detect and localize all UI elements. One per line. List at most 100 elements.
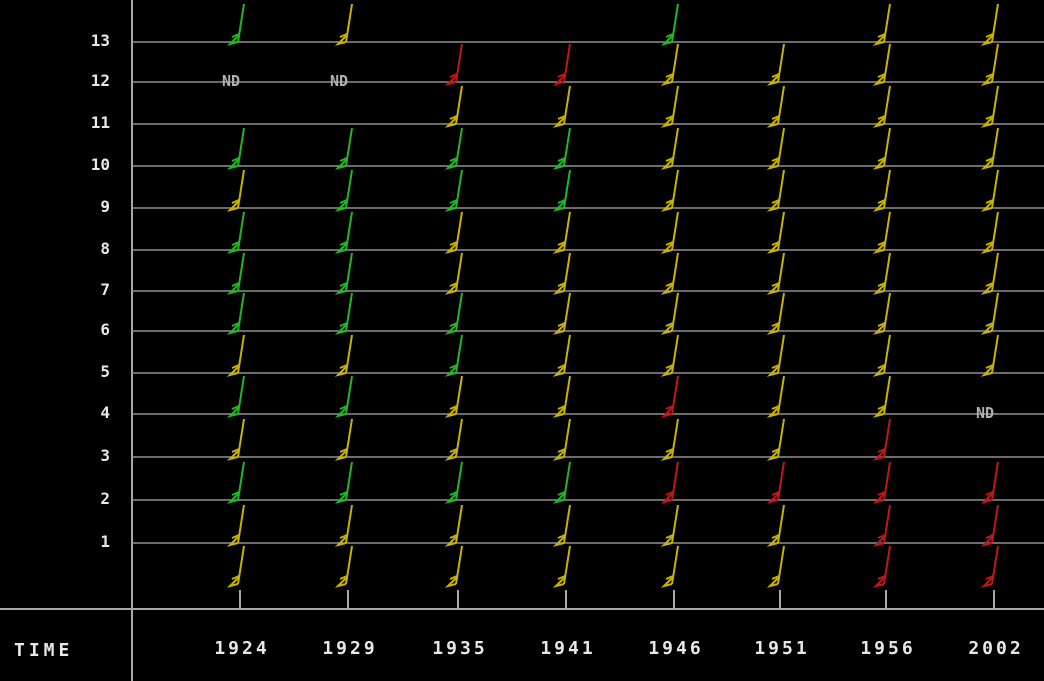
wind-barb [334, 334, 353, 377]
wind-barb [660, 375, 679, 418]
wind-barb [226, 504, 245, 547]
wind-barb [766, 252, 785, 295]
wind-barb [334, 375, 353, 418]
wind-barb [766, 334, 785, 377]
wind-barb [980, 85, 999, 128]
wind-barb [872, 85, 891, 128]
wind-barb [766, 375, 785, 418]
wind-barb [980, 211, 999, 254]
wind-barb [552, 292, 571, 335]
wind-barb [552, 334, 571, 377]
no-data-marker: ND [222, 72, 241, 90]
wind-barb [334, 3, 353, 46]
gate-label: 9 [100, 197, 110, 216]
wind-barb [980, 3, 999, 46]
wind-barb [552, 85, 571, 128]
gate-label: 5 [100, 362, 110, 381]
wind-barb [552, 545, 571, 588]
wind-barb [980, 43, 999, 86]
wind-barb [334, 418, 353, 461]
wind-barb [552, 169, 571, 212]
wind-barb [552, 252, 571, 295]
wind-barb [872, 461, 891, 504]
wind-barb [980, 127, 999, 170]
wind-barb [872, 545, 891, 588]
wind-barb [552, 43, 571, 86]
gate-label: 7 [100, 280, 110, 299]
wind-barb [334, 169, 353, 212]
wind-barb [980, 169, 999, 212]
wind-barb [766, 504, 785, 547]
gate-label: 6 [100, 320, 110, 339]
wind-barb [872, 504, 891, 547]
time-label: 1924 [214, 638, 270, 659]
gate-label: 2 [100, 489, 110, 508]
wind-barb [660, 43, 679, 86]
wind-barb [766, 43, 785, 86]
wind-barb [872, 211, 891, 254]
wind-barb [660, 85, 679, 128]
wind-barb [660, 127, 679, 170]
wind-barb [980, 545, 999, 588]
wind-barb [226, 334, 245, 377]
wind-barb [766, 169, 785, 212]
wind-barb [226, 211, 245, 254]
wind-barb [226, 545, 245, 588]
wind-barb [444, 169, 463, 212]
wind-barb [872, 169, 891, 212]
time-axis-label: TIME [14, 640, 74, 661]
wind-barb [552, 127, 571, 170]
wind-barb [444, 127, 463, 170]
time-label: 1929 [322, 638, 378, 659]
wind-barb [444, 418, 463, 461]
no-data-marker: ND [976, 404, 995, 422]
gate-label: 10 [90, 155, 110, 174]
wind-barb [766, 418, 785, 461]
wind-barb [660, 3, 679, 46]
wind-barb [444, 504, 463, 547]
time-label: 1935 [432, 638, 488, 659]
wind-barb [766, 85, 785, 128]
wind-barb [444, 252, 463, 295]
time-label: 2002 [968, 638, 1024, 659]
wind-barb [766, 461, 785, 504]
gate-label: 3 [100, 446, 110, 465]
wind-barb [334, 504, 353, 547]
wind-barb [872, 334, 891, 377]
wind-barb [660, 334, 679, 377]
wind-barb [980, 252, 999, 295]
wind-barb [980, 504, 999, 547]
wind-barb [226, 461, 245, 504]
wind-barb [226, 3, 245, 46]
wind-barb [872, 375, 891, 418]
wind-barb [334, 292, 353, 335]
wind-barb [226, 127, 245, 170]
wind-barb [444, 211, 463, 254]
time-label: 1956 [860, 638, 916, 659]
time-label: 1946 [648, 638, 704, 659]
gate-label: 11 [90, 113, 110, 132]
wind-barb [444, 334, 463, 377]
wind-barb [660, 169, 679, 212]
gate-label: 4 [100, 403, 110, 422]
wind-barb [444, 292, 463, 335]
wind-barb [226, 169, 245, 212]
wind-barb [872, 292, 891, 335]
wind-barb [872, 252, 891, 295]
wind-barb [334, 545, 353, 588]
wind-barb [334, 461, 353, 504]
gate-label: 8 [100, 239, 110, 258]
wind-barb [660, 211, 679, 254]
wind-barb [660, 418, 679, 461]
gate-label: 13 [90, 31, 110, 50]
gate-label: 12 [90, 71, 110, 90]
wind-barb [334, 127, 353, 170]
wind-barb [872, 418, 891, 461]
wind-barb [980, 461, 999, 504]
wind-barb [552, 211, 571, 254]
wind-barb [444, 85, 463, 128]
wind-barb [766, 211, 785, 254]
time-label: 1951 [754, 638, 810, 659]
